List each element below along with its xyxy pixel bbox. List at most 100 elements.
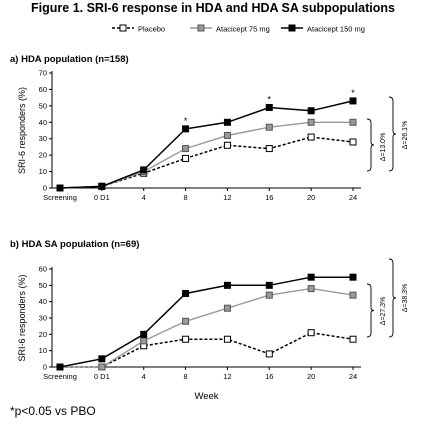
x-tick-label: 24 bbox=[349, 193, 357, 202]
legend-marker-1 bbox=[197, 24, 205, 32]
data-point bbox=[140, 330, 148, 338]
delta-bracket bbox=[366, 283, 375, 338]
y-tick-label: 30 bbox=[39, 314, 47, 323]
data-point bbox=[182, 145, 190, 153]
data-point bbox=[182, 154, 190, 162]
series-2 bbox=[56, 97, 357, 192]
data-point bbox=[265, 291, 273, 299]
data-point bbox=[349, 291, 357, 299]
data-point bbox=[56, 184, 64, 192]
significance-mark: * bbox=[184, 116, 188, 126]
data-point bbox=[182, 317, 190, 325]
data-point bbox=[223, 335, 231, 343]
series-1 bbox=[56, 118, 357, 192]
data-point bbox=[98, 182, 106, 190]
data-point bbox=[307, 107, 315, 115]
series-line bbox=[60, 287, 354, 368]
x-tick-label: 16 bbox=[265, 193, 273, 202]
y-tick-label: 60 bbox=[39, 265, 47, 274]
data-point bbox=[265, 145, 273, 153]
series-line bbox=[59, 136, 354, 189]
y-tick-label: 50 bbox=[39, 101, 47, 110]
data-point bbox=[349, 97, 357, 105]
data-point bbox=[56, 363, 64, 371]
data-point bbox=[307, 118, 315, 126]
x-tick-label: 12 bbox=[223, 372, 231, 381]
footnote: *p<0.05 vs PBO bbox=[10, 404, 96, 418]
figure-title: Figure 1. SRI-6 response in HDA and HDA … bbox=[31, 1, 395, 15]
data-point bbox=[223, 281, 231, 289]
series-line bbox=[59, 276, 353, 368]
x-tick-label: 12 bbox=[223, 193, 231, 202]
y-tick-label: 20 bbox=[39, 330, 47, 339]
x-tick-label: 4 bbox=[142, 193, 146, 202]
y-axis-label: SRI-6 responders (%) bbox=[17, 87, 27, 174]
legend-label-0: Placebo bbox=[138, 25, 165, 34]
delta-label: Δ=27.3% bbox=[380, 297, 387, 326]
data-point bbox=[140, 166, 148, 174]
data-point bbox=[307, 133, 315, 141]
series-2 bbox=[56, 273, 357, 371]
x-tick-label: 20 bbox=[307, 193, 315, 202]
data-point bbox=[98, 363, 106, 371]
data-point bbox=[182, 125, 190, 133]
x-tick-label: 20 bbox=[307, 372, 315, 381]
x-axis-label: Week bbox=[194, 391, 218, 402]
panel-a: a) HDA population (n=158) 0 10 20 30 40 50 60 70… bbox=[10, 54, 409, 202]
legend-marker-2 bbox=[288, 24, 296, 32]
y-tick-label: 40 bbox=[39, 118, 47, 127]
y-tick-label: 10 bbox=[39, 346, 47, 355]
panel-title: b) HDA SA population (n=69) bbox=[10, 239, 139, 250]
data-point bbox=[265, 104, 273, 111]
x-tick-label: 0 D1 bbox=[94, 193, 110, 202]
data-point bbox=[349, 118, 357, 126]
data-point bbox=[349, 335, 357, 343]
data-point bbox=[307, 329, 315, 337]
legend: Placebo Atacicept 75 mg Atacicept 150 mg bbox=[112, 24, 365, 34]
data-point bbox=[265, 350, 273, 358]
y-tick-label: 20 bbox=[39, 151, 47, 160]
data-point bbox=[265, 281, 273, 289]
x-tick-label: Screening bbox=[43, 372, 77, 381]
data-point bbox=[223, 118, 231, 126]
y-tick-label: 70 bbox=[39, 69, 47, 78]
significance-mark: * bbox=[268, 95, 272, 105]
data-point bbox=[307, 285, 315, 293]
x-tick-label: 0 D1 bbox=[94, 372, 110, 381]
delta-bracket bbox=[388, 96, 397, 172]
data-point bbox=[349, 273, 357, 281]
series-line bbox=[60, 331, 354, 368]
delta-label: Δ=13.0% bbox=[380, 133, 387, 162]
y-tick-label: 30 bbox=[39, 134, 47, 143]
y-tick-label: 0 bbox=[43, 363, 47, 372]
data-point bbox=[223, 131, 231, 139]
data-point bbox=[265, 123, 273, 131]
panel-title: a) HDA population (n=158) bbox=[10, 54, 129, 65]
y-tick-label: 10 bbox=[39, 167, 47, 176]
delta-bracket bbox=[366, 118, 375, 172]
data-point bbox=[349, 138, 357, 146]
y-tick-label: 50 bbox=[39, 281, 47, 290]
data-point bbox=[182, 290, 190, 297]
data-point bbox=[223, 141, 231, 149]
y-tick-label: 40 bbox=[39, 297, 47, 306]
legend-label-2: Atacicept 150 mg bbox=[307, 25, 365, 34]
data-point bbox=[98, 355, 106, 363]
y-axis-label: SRI-6 responders (%) bbox=[17, 274, 27, 361]
legend-marker-0 bbox=[119, 24, 127, 32]
series-line bbox=[59, 100, 354, 189]
series-line bbox=[59, 121, 353, 189]
y-tick-label: 0 bbox=[43, 184, 47, 193]
significance-mark: * bbox=[351, 88, 355, 98]
data-point bbox=[182, 335, 190, 343]
panel-b: b) HDA SA population (n=69) 0 10 20 30 40 50 60… bbox=[10, 239, 409, 402]
x-tick-label: 24 bbox=[349, 372, 357, 381]
delta-bracket bbox=[388, 258, 397, 338]
delta-label: Δ=38.3% bbox=[402, 284, 409, 313]
x-tick-label: Screening bbox=[43, 193, 77, 202]
x-tick-label: 8 bbox=[183, 372, 187, 381]
delta-label: Δ=26.1% bbox=[402, 121, 409, 150]
data-point bbox=[223, 304, 231, 312]
data-point bbox=[140, 337, 148, 345]
data-point bbox=[307, 273, 315, 281]
